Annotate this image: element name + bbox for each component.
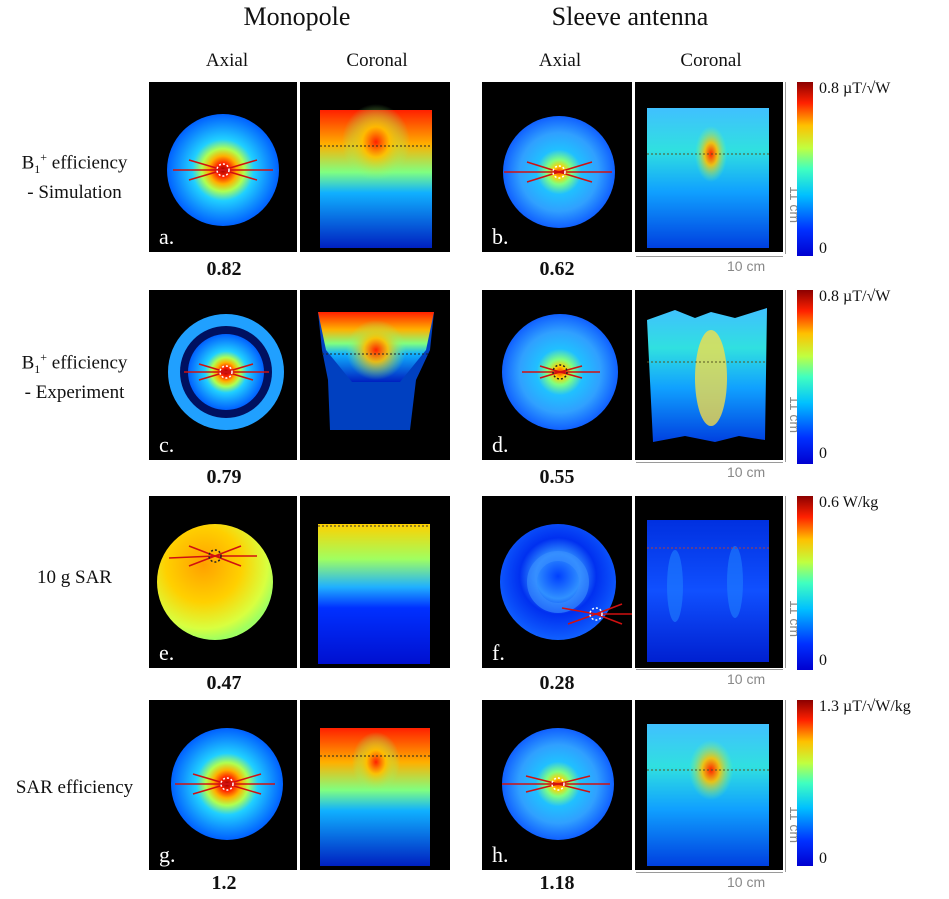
panel-a-monopole-coronal xyxy=(300,82,450,252)
divider xyxy=(632,290,635,460)
sleeve-antenna-title: Sleeve antenna xyxy=(551,2,709,31)
colorbar-sar-efficiency xyxy=(797,700,813,871)
divider xyxy=(297,496,300,668)
row-label-sar-efficiency: SAR efficiency xyxy=(15,777,134,798)
value-b: 0.62 xyxy=(539,258,575,280)
colorbar-min-label: 0 xyxy=(819,652,827,669)
colorbar-b1-experiment xyxy=(797,290,813,469)
scale-bar-vertical xyxy=(785,290,786,462)
row-label-b1-experiment: B1+ efficiency - Experiment xyxy=(21,350,128,404)
value-a: 0.82 xyxy=(206,258,242,280)
scale-bar-horizontal xyxy=(636,669,783,670)
panel-b-sleeve-axial: b. xyxy=(482,82,632,252)
panel-letter: a. xyxy=(159,224,175,249)
scale-bar-horizontal xyxy=(636,462,783,463)
panel-e-monopole-coronal xyxy=(300,496,450,668)
scale-label-10cm: 10 cm xyxy=(727,464,766,480)
panel-d-sleeve-coronal xyxy=(635,290,783,460)
value-h: 1.18 xyxy=(539,872,575,894)
scale-bar-vertical xyxy=(785,496,786,668)
panel-h-sleeve-axial: h. xyxy=(482,700,632,870)
panel-letter: f. xyxy=(492,640,505,665)
value-f: 0.28 xyxy=(539,672,575,694)
panel-e-monopole-axial: e. xyxy=(149,496,297,668)
panel-d-sleeve-axial: d. xyxy=(482,290,632,460)
divider xyxy=(632,496,635,668)
value-e: 0.47 xyxy=(206,672,242,694)
panel-letter: b. xyxy=(492,224,509,249)
colorbar-min-label: 0 xyxy=(819,240,827,257)
value-c: 0.79 xyxy=(206,466,242,488)
scale-bar-vertical xyxy=(785,82,786,254)
row-label-b1-simulation: B1+ efficiency - Simulation xyxy=(21,150,128,204)
colorbar-max-label: 1.3 µT/√W/kg xyxy=(819,698,911,715)
colorbar-max-label: 0.6 W/kg xyxy=(819,494,879,511)
colorbar-max-label: 0.8 µT/√W xyxy=(819,80,891,97)
monopole-title: Monopole xyxy=(243,2,351,31)
value-d: 0.55 xyxy=(539,466,575,488)
row-label-10g-sar: 10 g SAR xyxy=(37,567,112,588)
monopole-coronal-heading: Coronal xyxy=(346,50,408,71)
divider xyxy=(632,700,635,870)
value-g: 1.2 xyxy=(211,872,237,894)
panel-c-monopole-axial: c. xyxy=(149,290,297,460)
panel-a-monopole-axial: a. xyxy=(149,82,297,252)
panel-letter: g. xyxy=(159,842,176,867)
colorbar-min-label: 0 xyxy=(819,445,827,462)
panel-g-monopole-coronal xyxy=(300,700,450,870)
scale-bar-horizontal xyxy=(636,872,783,873)
divider xyxy=(297,82,300,252)
panel-letter: e. xyxy=(159,640,175,665)
colorbar-min-label: 0 xyxy=(819,850,827,867)
panel-f-sleeve-axial: f. xyxy=(482,496,632,668)
scale-bar-horizontal xyxy=(636,256,783,257)
sleeve-axial-heading: Axial xyxy=(538,50,582,71)
scale-bar-vertical xyxy=(785,700,786,872)
scale-label-10cm: 10 cm xyxy=(727,258,766,274)
divider xyxy=(632,82,635,252)
scale-label-10cm: 10 cm xyxy=(727,874,766,890)
divider xyxy=(297,290,300,460)
panel-c-monopole-coronal xyxy=(300,290,450,460)
panel-h-sleeve-coronal xyxy=(635,700,783,870)
panel-letter: h. xyxy=(492,842,509,867)
panel-letter: c. xyxy=(159,432,175,457)
panel-g-monopole-axial: g. xyxy=(149,700,297,870)
panel-letter: d. xyxy=(492,432,509,457)
scale-label-10cm: 10 cm xyxy=(727,671,766,687)
divider xyxy=(297,700,300,870)
monopole-axial-heading: Axial xyxy=(205,50,249,71)
colorbar-10g-sar xyxy=(797,496,813,675)
colorbar-max-label: 0.8 µT/√W xyxy=(819,288,891,305)
panel-f-sleeve-coronal xyxy=(635,496,783,668)
sleeve-coronal-heading: Coronal xyxy=(680,50,742,71)
colorbar-b1-simulation xyxy=(797,82,813,261)
panel-b-sleeve-coronal xyxy=(635,82,783,252)
